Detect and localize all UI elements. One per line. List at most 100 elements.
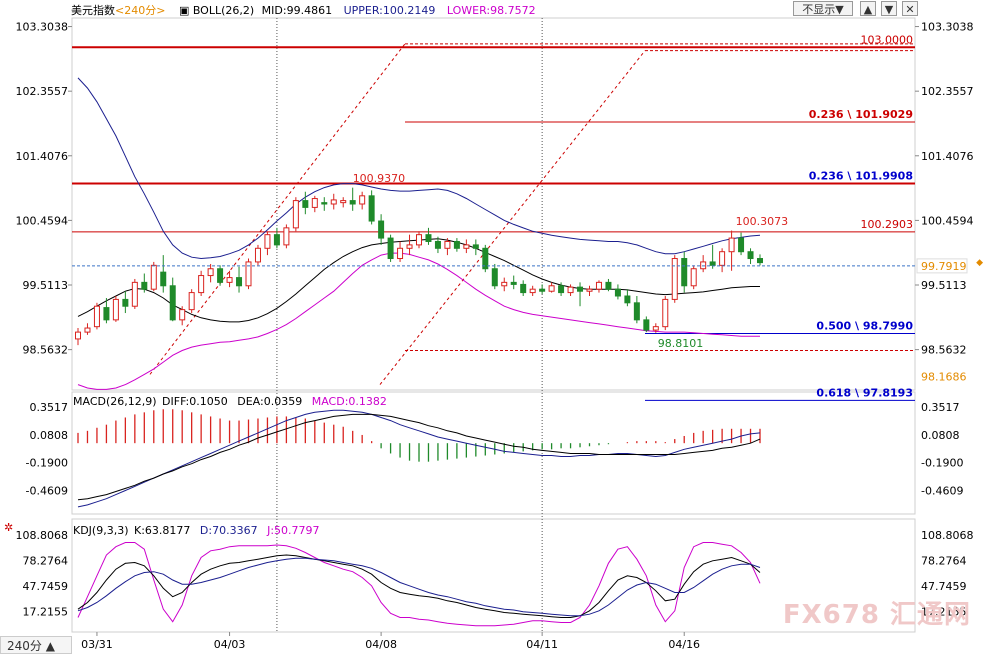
move-down-button[interactable]: ▼ (881, 1, 897, 16)
candle-body (529, 288, 536, 294)
candle-body (122, 298, 129, 307)
kdj-y-tick-left: 78.2764 (23, 555, 69, 568)
price-y-tick-right: 98.5632 (921, 344, 967, 357)
candle-body (207, 268, 214, 277)
macd-header: MACD(26,12,9) DIFF:0.1050 DEA:0.0359 MAC… (73, 395, 387, 408)
price-panel: 103.0000 0.236 \ 101.9029 0.236 \ 101.9908… (72, 33, 915, 401)
kdj-panel-frame (71, 518, 916, 633)
macd-panel-frame (71, 391, 916, 515)
price-y-tick-right: 102.3557 (921, 85, 974, 98)
price-y-tick-left: 98.5632 (23, 344, 69, 357)
x-tick-label: 04/16 (668, 638, 700, 651)
boll-upper-line (77, 77, 761, 260)
macd-y-tick-left: 0.0808 (30, 429, 69, 442)
candle-body (340, 200, 347, 204)
candle-body (444, 240, 451, 249)
down-arrow-icon: ▼ (884, 3, 894, 16)
fib-diagonal-line (149, 43, 406, 375)
candle-body (586, 288, 593, 292)
candle-body (245, 261, 252, 287)
boll-lower-line (77, 252, 760, 390)
candle-body (453, 240, 460, 249)
candle-body (131, 281, 138, 307)
price-y-tick-left: 101.4076 (16, 150, 69, 163)
candle-body (643, 319, 650, 331)
macd-params: MACD(26,12,9) (73, 395, 157, 408)
grid-layer (71, 17, 916, 633)
macd-y-tick-left: 0.3517 (30, 401, 69, 414)
candle-body (425, 234, 432, 242)
candle-body (84, 327, 91, 333)
macd-macd-value: MACD:0.1382 (311, 395, 387, 408)
kdj-y-tick-right: 108.8068 (921, 529, 974, 542)
kdj-j-line (77, 542, 761, 627)
macd-y-tick-right: 0.3517 (921, 401, 960, 414)
price-y-tick-left: 103.3038 (16, 21, 69, 34)
fib-level-label: 0.236 \ 101.9029 (809, 108, 913, 121)
x-tick-label: 04/08 (365, 638, 397, 651)
boll-mid-value: MID:99.4861 (261, 4, 333, 17)
candle-body (501, 281, 508, 287)
candle-body (567, 286, 574, 294)
candle-body (103, 307, 110, 321)
price-y-tick-left: 100.4594 (16, 214, 69, 227)
candle-body (624, 295, 631, 304)
candle-body (311, 198, 318, 208)
kdj-panel (77, 542, 761, 627)
candle-body (378, 220, 385, 239)
macd-y-tick-right: -0.4609 (921, 485, 963, 498)
candle-body (719, 251, 726, 266)
candle-body (700, 261, 707, 270)
macd-y-tick-left: -0.4609 (26, 485, 68, 498)
extreme-price-label: 100.9370 (353, 172, 406, 185)
macd-diff-value: DIFF:0.1050 (162, 395, 228, 408)
macd-dea-line (77, 413, 761, 501)
candle-body (226, 277, 233, 283)
last-price-box (916, 258, 968, 274)
candle-body (150, 264, 157, 290)
candle-body (463, 244, 470, 249)
candle-body (681, 258, 688, 287)
kdj-header: KDJ(9,3,3) K:63.8177 D:70.3367 J:50.7797 (73, 524, 320, 537)
candle-body (93, 305, 100, 328)
price-y-tick-left: 99.5113 (23, 279, 69, 292)
instrument-name: 美元指数 (71, 4, 115, 17)
candle-body (112, 298, 119, 321)
fib-diagonal-line (379, 50, 646, 385)
price-y-tick-right: 99.5113 (921, 279, 967, 292)
candle-body (198, 275, 205, 294)
extreme-price-label: 98.8101 (658, 337, 704, 350)
candle-body (349, 200, 356, 205)
kdj-y-tick-right: 47.7459 (921, 580, 967, 593)
kdj-d-value: D:70.3367 (199, 524, 258, 537)
candle-body (254, 247, 261, 263)
candle-body (577, 286, 584, 292)
macd-y-tick-right: 0.0808 (921, 429, 960, 442)
axis-layer: 103.3038 103.3038 102.3557 102.3557 101.4076… (16, 21, 984, 651)
candle-body (614, 288, 621, 297)
macd-y-tick-left: -0.1900 (26, 457, 68, 470)
boll-params: BOLL(26,2) (192, 4, 255, 17)
candle-body (605, 281, 612, 290)
close-button[interactable]: ✕ (902, 1, 918, 16)
price-header: 美元指数<240分> ▣ BOLL(26,2) MID:99.4861 UPPE… (71, 2, 536, 18)
candle-body (397, 247, 404, 260)
move-up-button[interactable]: ▲ (860, 1, 876, 16)
macd-diff-line (77, 409, 761, 508)
boll-label[interactable]: ▣ BOLL(26,2) (178, 4, 255, 17)
kdj-j-value: J:50.7797 (267, 524, 320, 537)
kdj-params: KDJ(9,3,3) (73, 524, 129, 537)
settings-icon[interactable]: ✲ (4, 521, 14, 534)
candle-body (416, 234, 422, 246)
close-icon: ✕ (905, 3, 915, 16)
hide-indicator-button[interactable]: 不显示▼ (793, 1, 853, 16)
candle-body (757, 258, 763, 264)
watermark-logo: FX678 汇通网 (782, 600, 971, 630)
price-y-tick-right: 101.4076 (921, 150, 974, 163)
kdj-y-tick-left: 17.2155 (23, 605, 69, 618)
period-selector[interactable]: 240分 ▲ (0, 636, 72, 654)
candle-body (558, 285, 565, 294)
candle-body (548, 285, 555, 292)
price-y-tick-left: 102.3557 (16, 85, 69, 98)
